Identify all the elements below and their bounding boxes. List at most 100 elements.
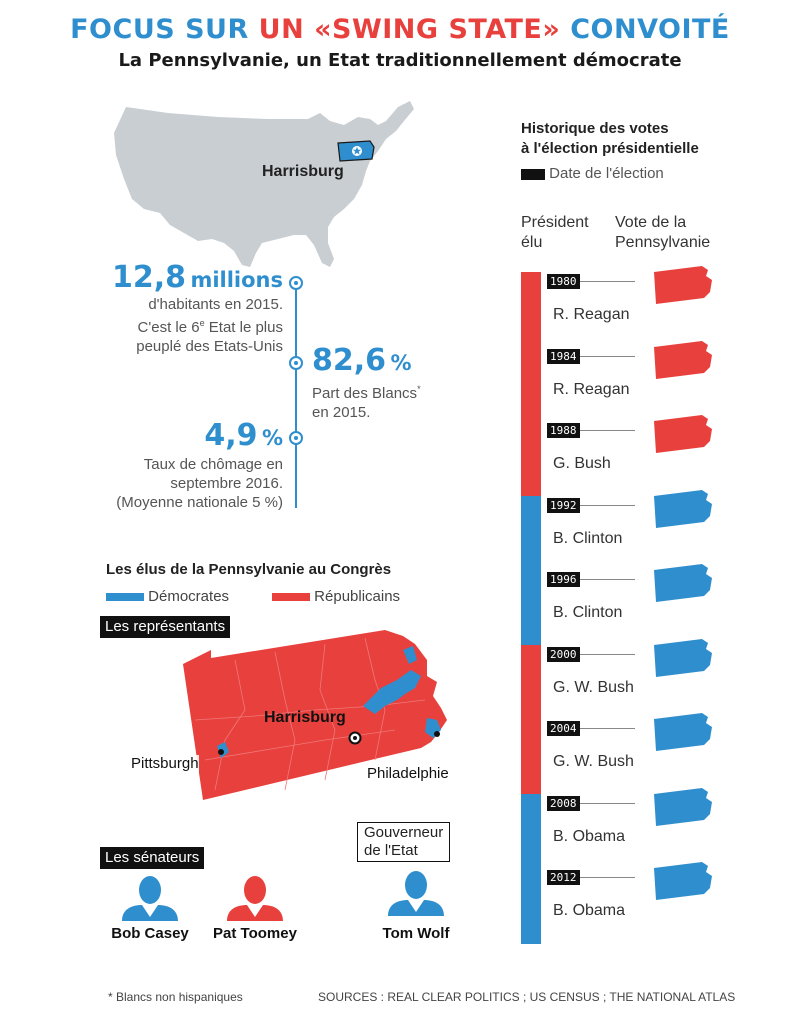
- star-icon: [289, 431, 303, 445]
- pa-vote-shape: [654, 266, 712, 304]
- person-icon: [227, 876, 283, 921]
- star-icon: [352, 146, 362, 156]
- unemployment-unit: %: [261, 426, 283, 450]
- whites-stat: 82,6 %: [312, 343, 412, 378]
- unemployment-stat: 4,9 %: [204, 418, 283, 453]
- president-name: G. W. Bush: [553, 678, 634, 696]
- pennsylvania-shape-icon: [654, 787, 712, 826]
- senator-name-2: Pat Toomey: [213, 925, 297, 942]
- whites-line-2: en 2015.: [312, 404, 371, 421]
- col-header-president: Président élu: [521, 213, 589, 253]
- senators-label: Les sénateurs: [100, 847, 205, 869]
- city-pittsburgh: Pittsburgh: [131, 755, 199, 772]
- election-year: 1996: [547, 572, 580, 587]
- col-header-pa-vote: Vote de la Pennsylvanie: [615, 213, 710, 253]
- city-marker-icon: [218, 749, 224, 755]
- senator-name-1: Bob Casey: [111, 925, 189, 942]
- unemployment-value: 4,9: [204, 418, 258, 453]
- pa-vote-shape: [654, 489, 712, 528]
- governor-label: Gouverneur de l'Etat: [357, 822, 451, 862]
- history-title-line-2: à l'élection présidentielle: [521, 140, 699, 157]
- winner-bar-segment: [521, 644, 541, 720]
- governor-label-line-1: Gouverneur: [364, 824, 444, 841]
- winner-bar-segment: [521, 272, 541, 348]
- president-name: R. Reagan: [553, 380, 630, 398]
- year-tick-line: [547, 281, 635, 282]
- president-name: G. W. Bush: [553, 753, 634, 770]
- legend-rep-label: Républicains: [314, 588, 401, 605]
- footnote: * Blancs non hispaniques: [108, 990, 243, 1004]
- pennsylvania-shape-icon: [654, 340, 712, 379]
- pennsylvania-shape-icon: [654, 862, 712, 900]
- population-text: d'habitants en 2015. C'est le 6e Etat le…: [136, 295, 283, 356]
- president-name: B. Clinton: [553, 529, 623, 547]
- election-year: 2004: [547, 721, 580, 736]
- page-title: FOCUS SUR UN «SWING STATE» CONVOITÉ: [0, 14, 800, 45]
- election-year: 1988: [547, 423, 580, 438]
- year-tick-line: [547, 355, 635, 357]
- pennsylvania-shape-icon: [654, 564, 712, 602]
- title-part-3: CONVOITÉ: [560, 14, 730, 45]
- district-dem-northeast-2: [403, 646, 417, 664]
- population-unit: millions: [190, 268, 283, 292]
- winner-bar-segment: [521, 868, 541, 944]
- legend-swatch-dem: [106, 593, 144, 602]
- winner-bar-segment: [521, 793, 541, 869]
- star-icon: [289, 276, 303, 290]
- president-name: B. Clinton: [553, 604, 623, 621]
- pa-vote-shape: [654, 713, 712, 751]
- population-line-1: d'habitants en 2015.: [148, 296, 283, 313]
- pa-vote-shape: [654, 564, 712, 602]
- year-tick-line: [547, 653, 635, 655]
- unemployment-text: Taux de chômage en septembre 2016. (Moye…: [116, 455, 283, 512]
- president-name: B. Obama: [553, 902, 626, 919]
- year-tick-line: [547, 877, 635, 878]
- winner-bar-segment: [521, 570, 541, 646]
- congress-title: Les élus de la Pennsylvanie au Congrès: [106, 561, 392, 578]
- pennsylvania-shape-icon: [654, 415, 712, 453]
- winner-bar-segment: [521, 421, 541, 497]
- year-tick-line: [547, 504, 635, 506]
- pennsylvania-shape-icon: [654, 489, 712, 528]
- election-year: 1980: [547, 274, 580, 289]
- election-year: 2008: [547, 795, 580, 811]
- population-line-2: C'est le 6e Etat le plus: [137, 318, 283, 336]
- title-part-2: UN «SWING STATE»: [258, 14, 561, 45]
- col2-line-2: Pennsylvanie: [615, 234, 711, 251]
- col1-line-1: Président: [521, 214, 589, 231]
- governor-label-line-2: de l'Etat: [364, 842, 418, 859]
- city-marker-icon: [348, 731, 362, 745]
- president-name: G. Bush: [553, 455, 611, 472]
- whites-text: Part des Blancs* en 2015.: [312, 380, 421, 422]
- sources: SOURCES : REAL CLEAR POLITICS ; US CENSU…: [318, 990, 736, 1004]
- year-tick-line: [547, 430, 635, 431]
- pennsylvania-shape: [183, 630, 447, 800]
- governor-name: Tom Wolf: [382, 925, 450, 942]
- us-map: [114, 101, 414, 267]
- legend-date-label: Date de l'élection: [549, 165, 664, 182]
- pa-vote-shape: [654, 340, 712, 379]
- city-philadelphie: Philadelphie: [367, 765, 449, 782]
- district-dem-northeast: [363, 670, 421, 714]
- person-icon: [122, 876, 178, 921]
- star-icon: [289, 356, 303, 370]
- legend-election-date: Date de l'élection: [521, 165, 664, 182]
- year-tick-line: [547, 802, 635, 804]
- representatives-label: Les représentants: [100, 616, 231, 638]
- person-icon: [388, 871, 444, 916]
- pa-vote-shape: [654, 862, 712, 900]
- unemployment-line-1: Taux de chômage en: [143, 456, 283, 473]
- election-year: 2000: [547, 646, 580, 662]
- unemployment-line-3: (Moyenne nationale 5 %): [116, 494, 283, 511]
- col1-line-2: élu: [521, 234, 543, 251]
- pa-vote-shape: [654, 787, 712, 826]
- president-name: R. Reagan: [553, 306, 630, 323]
- winner-bar-segment: [521, 346, 541, 422]
- year-tick-line: [547, 728, 635, 729]
- pennsylvania-shape-icon: [654, 638, 712, 677]
- pennsylvania-map: [183, 630, 447, 800]
- election-year: 1984: [547, 348, 580, 364]
- city-harrisburg: Harrisburg: [264, 709, 346, 726]
- page-subtitle: La Pennsylvanie, un Etat traditionnellem…: [118, 50, 682, 71]
- winner-bar-segment: [521, 719, 541, 795]
